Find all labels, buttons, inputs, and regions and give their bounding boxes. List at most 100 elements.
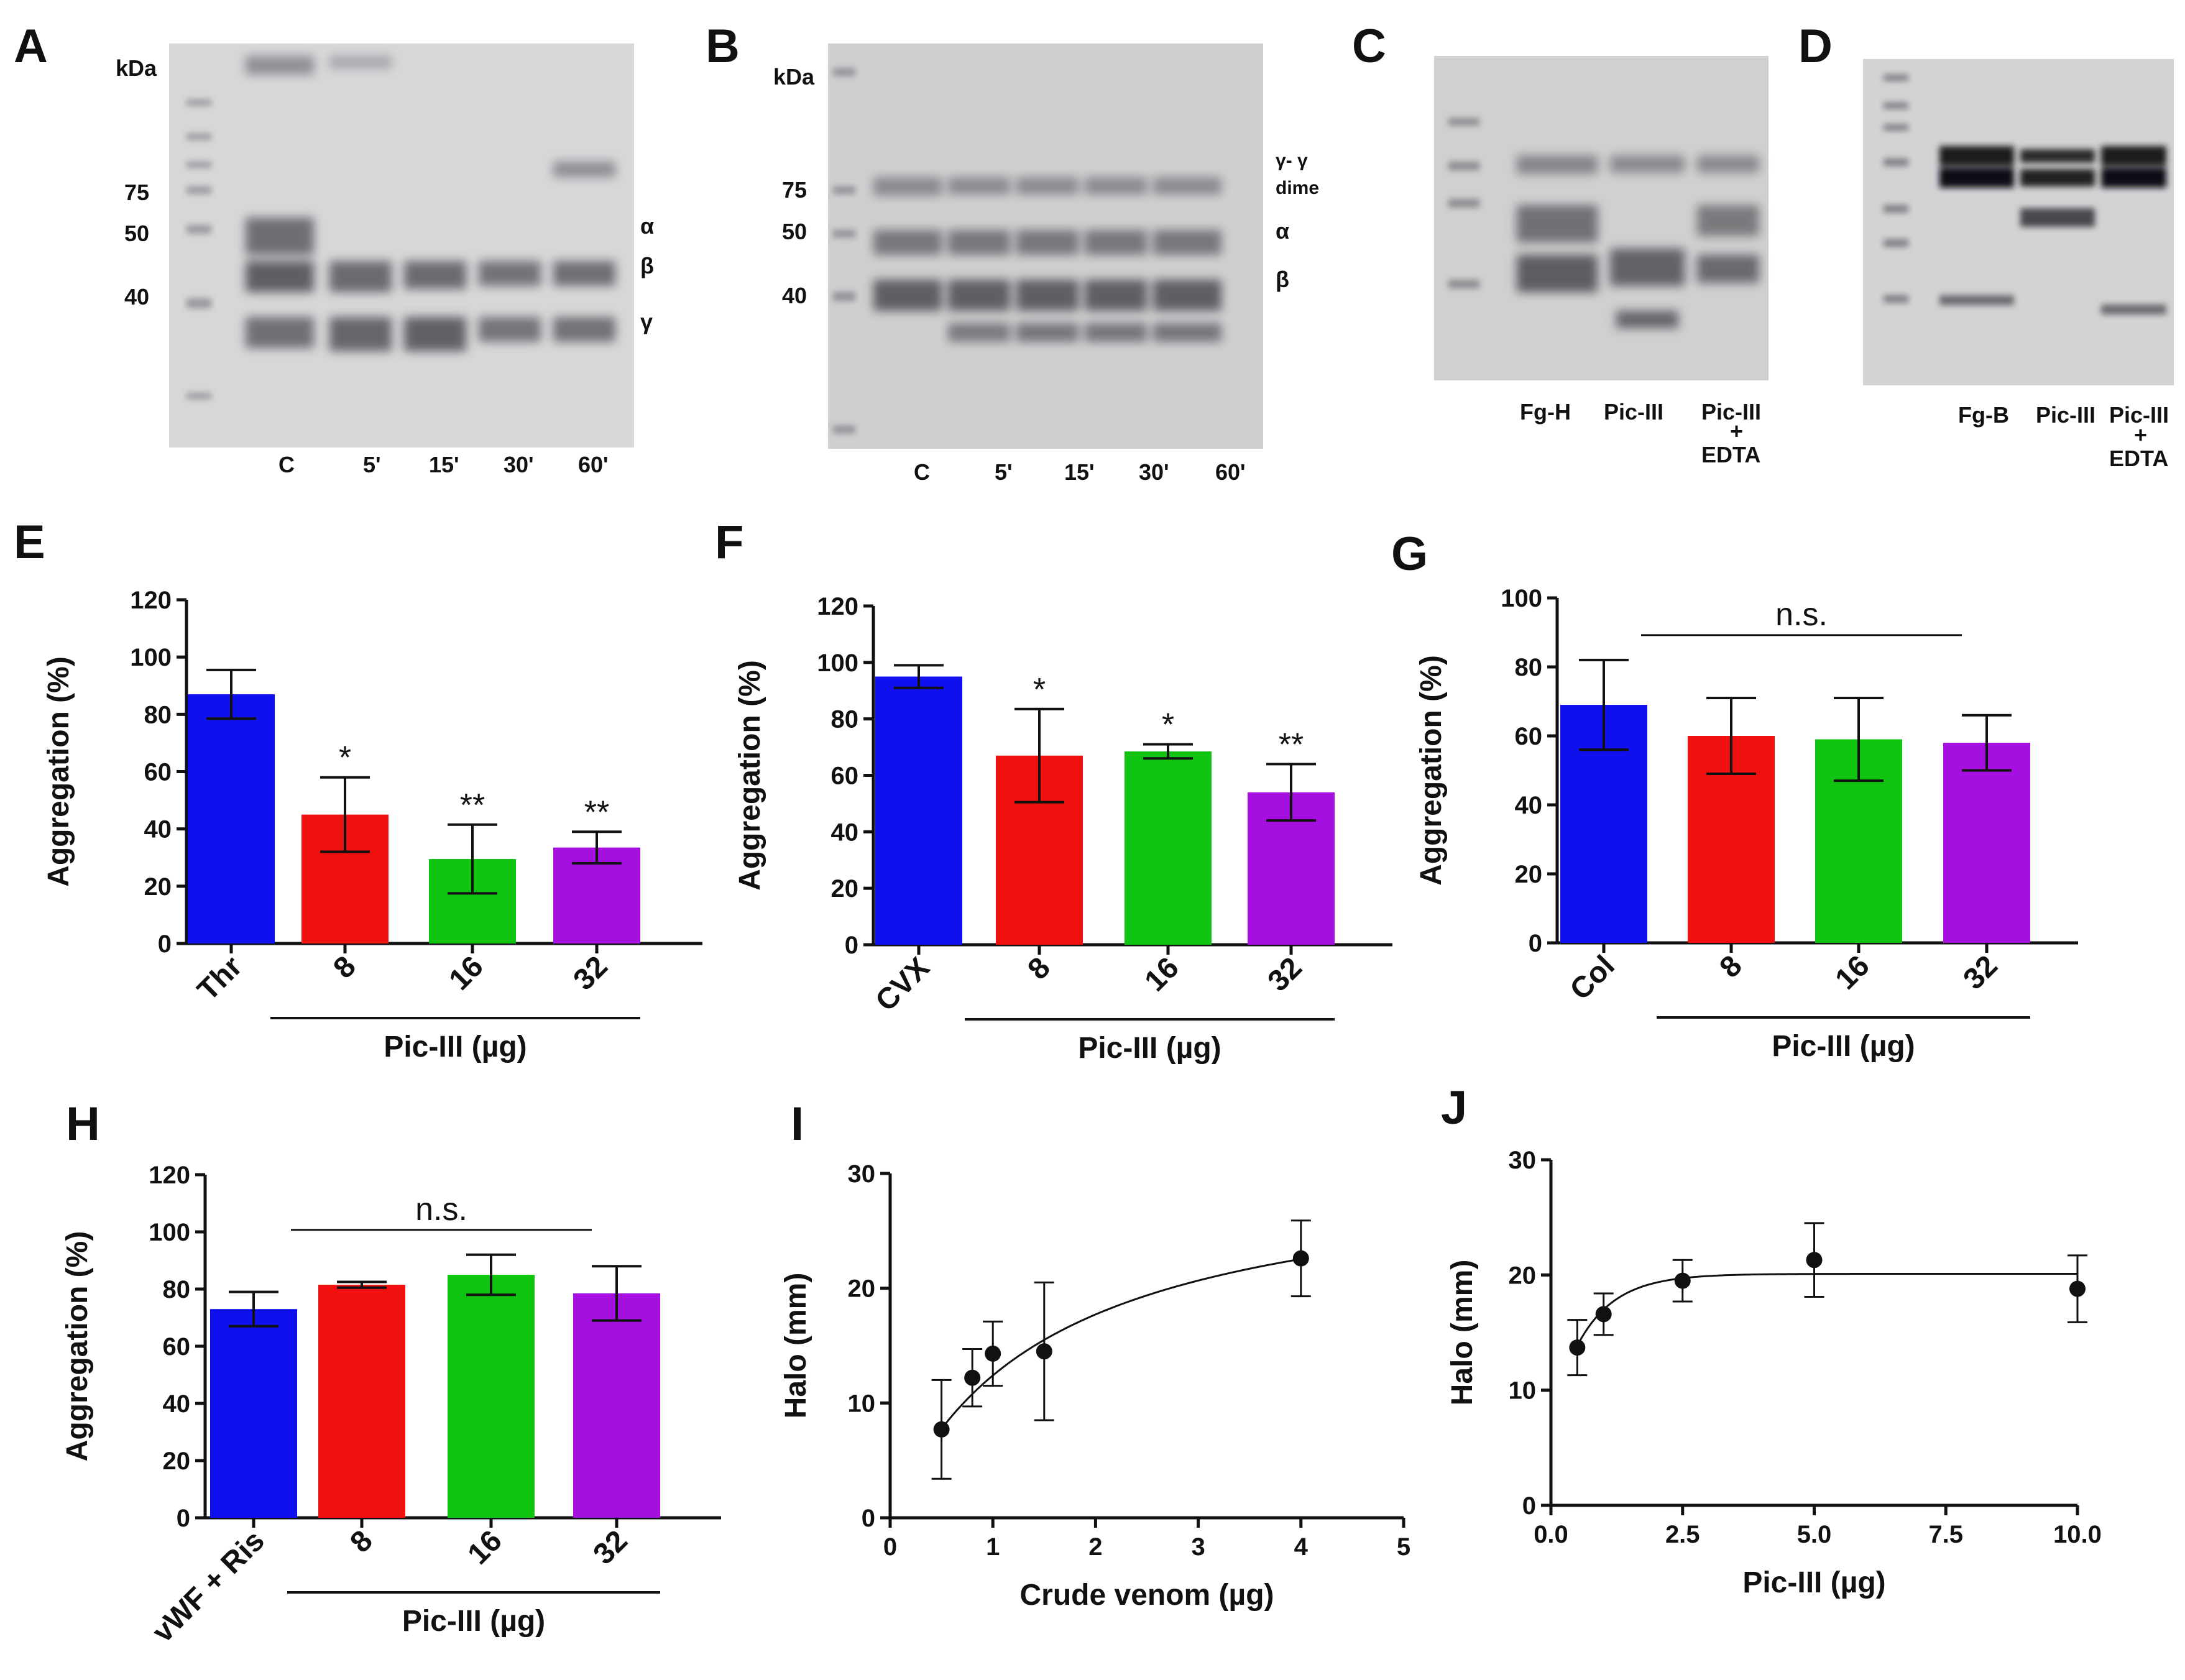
gel-a-beta-label: β — [640, 253, 654, 278]
group-label: Pic-III (µg) — [384, 1030, 527, 1063]
gel-a-alpha-label: α — [640, 213, 654, 239]
panel-label-e: E — [14, 516, 45, 569]
gel-a-marker-40: 40 — [124, 284, 149, 310]
gel-c-bands — [1517, 155, 1759, 328]
category-label: Col — [1564, 949, 1621, 1006]
x-tick-label: 10.0 — [2053, 1521, 2102, 1548]
y-tick-label: 0 — [158, 930, 172, 958]
significance-marker: * — [1033, 672, 1046, 708]
gel-c-lane-plus: + — [1730, 418, 1743, 444]
y-axis-title: Aggregation (%) — [61, 1231, 94, 1462]
gel-a-lane-c: C — [278, 452, 295, 477]
category-label: CVX — [870, 951, 936, 1017]
y-tick-label: 100 — [1501, 585, 1542, 612]
y-tick-label: 40 — [1515, 792, 1543, 819]
category-label: vWF + Ris — [146, 1524, 271, 1649]
y-tick-label: 100 — [149, 1219, 190, 1246]
x-axis-title: Crude venom (µg) — [1019, 1579, 1274, 1612]
gel-b-beta-label: β — [1276, 267, 1289, 292]
chart-h: 0 20 40 60 80 100 120 Aggregation (%) vWF + Ris 8… — [61, 1162, 721, 1649]
significance-marker: ** — [460, 787, 485, 824]
y-tick-label: 60 — [831, 763, 859, 790]
category-label: 32 — [1262, 951, 1309, 998]
bar-8 — [318, 1285, 405, 1518]
gel-panel-b: B kDa 75 50 40 — [706, 20, 1319, 485]
gel-c-lane-pic-edta: Pic-III — [1701, 399, 1761, 425]
gel-d-lane-pic: Pic-III — [2036, 402, 2095, 428]
significance-marker: ** — [1279, 727, 1304, 763]
y-tick-label: 120 — [817, 593, 858, 620]
x-tick-label: 5.0 — [1797, 1521, 1832, 1548]
gel-a-background — [169, 44, 634, 448]
gel-b-lane-c: C — [914, 459, 930, 485]
y-tick-label: 80 — [163, 1276, 191, 1303]
data-point — [1292, 1250, 1309, 1267]
gel-panel-d: D Fg-B Pic-III Pic-III + EDTA — [1798, 20, 2174, 471]
gel-a-gamma-label: γ — [640, 309, 653, 334]
gel-panel-a: A kDa 75 50 40 α β γ — [14, 20, 654, 477]
y-tick-label: 60 — [163, 1333, 191, 1361]
ns-label: n.s. — [415, 1191, 467, 1228]
gel-b-lane-60: 60' — [1215, 459, 1246, 485]
category-label: 32 — [568, 950, 614, 996]
significance-marker: * — [1162, 707, 1174, 743]
y-tick-label: 80 — [144, 701, 172, 728]
gel-a-bands — [246, 56, 615, 351]
x-tick-label: 2.5 — [1665, 1521, 1700, 1548]
gel-d-ladder — [1884, 75, 1908, 303]
data-point — [1674, 1272, 1691, 1289]
category-label: 32 — [1957, 949, 2004, 996]
y-tick-label: 100 — [817, 650, 858, 677]
chart-i: 0 10 20 30 Halo (mm) 0 1 2 3 4 5 Crude venom (µg) — [780, 1160, 1410, 1612]
category-label: 8 — [1021, 951, 1056, 986]
x-tick-label: 0.0 — [1534, 1521, 1568, 1548]
significance-marker: * — [339, 740, 351, 776]
x-tick-label: 7.5 — [1928, 1521, 1963, 1548]
ns-label: n.s. — [1775, 597, 1828, 633]
y-tick-label: 30 — [1509, 1147, 1537, 1174]
gel-c-ladder — [1448, 118, 1479, 288]
category-label: 16 — [462, 1524, 508, 1571]
gel-a-lane-60: 60' — [578, 452, 609, 477]
x-tick-label: 0 — [883, 1533, 897, 1561]
data-point — [964, 1369, 981, 1386]
y-tick-label: 0 — [1529, 930, 1542, 957]
y-tick-label: 120 — [130, 587, 172, 614]
x-tick-label: 4 — [1294, 1533, 1309, 1561]
bar-16 — [1125, 751, 1212, 945]
panel-label-b: B — [706, 20, 740, 73]
category-label: 16 — [1139, 951, 1185, 998]
gel-b-kda-label: kDa — [773, 64, 815, 90]
y-tick-label: 10 — [848, 1390, 876, 1417]
y-tick-label: 0 — [862, 1505, 875, 1532]
gel-b-lane-30: 30' — [1139, 459, 1169, 485]
bar-cvx — [875, 676, 962, 945]
category-label: 8 — [327, 950, 362, 985]
gel-b-marker-75: 75 — [782, 177, 807, 203]
gel-a-lane-30: 30' — [504, 452, 534, 477]
y-axis-title: Aggregation (%) — [734, 660, 766, 891]
gel-panel-c: C Fg-H Pic-III Pic-III + EDTA — [1352, 20, 1769, 467]
data-point — [1036, 1343, 1052, 1360]
gel-d-background — [1863, 59, 2174, 385]
y-tick-label: 0 — [1522, 1492, 1536, 1520]
y-tick-label: 20 — [1509, 1262, 1537, 1289]
category-label: Thr — [191, 950, 249, 1007]
y-tick-label: 120 — [149, 1162, 190, 1189]
y-axis-title: Halo (mm) — [780, 1273, 812, 1419]
chart-j: 0 10 20 30 Halo (mm) 0.0 2.5 5.0 7.5 10.0 Pic-III … — [1446, 1147, 2102, 1599]
y-tick-label: 20 — [163, 1448, 191, 1475]
gel-b-gamma-dimer-label: γ- γ — [1276, 150, 1308, 171]
y-tick-label: 0 — [845, 932, 858, 959]
category-label: 16 — [443, 950, 490, 996]
x-tick-label: 3 — [1191, 1533, 1205, 1561]
gel-a-lane-15: 15' — [429, 452, 459, 477]
y-tick-label: 20 — [848, 1275, 876, 1303]
significance-marker: ** — [584, 794, 609, 830]
gel-a-marker-75: 75 — [124, 180, 149, 205]
chart-g: 0 20 40 60 80 100 Aggregation (%) Col 8 16 32 Pic-I… — [1415, 585, 2078, 1063]
y-tick-label: 20 — [144, 873, 172, 901]
gel-b-lane-15: 15' — [1064, 459, 1095, 485]
gel-a-lane-5: 5' — [363, 452, 381, 477]
panel-label-d: D — [1798, 20, 1833, 73]
